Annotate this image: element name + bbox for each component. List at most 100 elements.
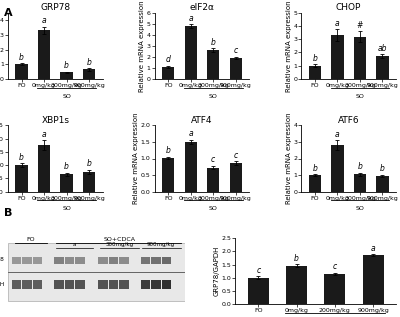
Bar xyxy=(64,257,74,263)
Bar xyxy=(98,280,108,289)
Y-axis label: Relative mRNA expression: Relative mRNA expression xyxy=(139,0,145,92)
Text: a: a xyxy=(335,130,340,139)
Text: b: b xyxy=(87,58,92,67)
Bar xyxy=(83,172,95,192)
Text: FO: FO xyxy=(27,237,35,242)
Y-axis label: Relative mRNA expression: Relative mRNA expression xyxy=(133,113,139,204)
Text: a: a xyxy=(188,14,193,23)
Bar xyxy=(376,176,389,192)
Bar xyxy=(162,67,174,79)
Bar xyxy=(54,257,64,263)
Bar xyxy=(331,35,344,79)
Bar xyxy=(98,257,108,263)
Bar xyxy=(140,257,150,263)
Text: SO+CDCA: SO+CDCA xyxy=(103,237,135,242)
Bar xyxy=(83,69,95,79)
Bar xyxy=(207,50,220,79)
Bar xyxy=(230,164,242,192)
Bar xyxy=(162,280,172,289)
Bar xyxy=(376,56,389,79)
Bar xyxy=(324,274,345,304)
Bar xyxy=(15,165,28,192)
Text: b: b xyxy=(211,38,216,47)
Text: c: c xyxy=(211,155,215,165)
Bar xyxy=(151,257,161,263)
Bar xyxy=(22,280,32,289)
Bar xyxy=(207,168,220,192)
Text: c: c xyxy=(333,262,337,271)
Title: CHOP: CHOP xyxy=(336,3,361,12)
Bar xyxy=(354,174,366,192)
Title: XBP1s: XBP1s xyxy=(41,116,69,125)
Text: A: A xyxy=(4,8,13,18)
Y-axis label: Relative mRNA expression: Relative mRNA expression xyxy=(286,113,292,204)
Bar xyxy=(109,257,118,263)
Y-axis label: Relative mRNA expression: Relative mRNA expression xyxy=(286,0,292,92)
Text: a: a xyxy=(335,19,340,28)
Y-axis label: GRP78/GAPDH: GRP78/GAPDH xyxy=(214,246,220,296)
Text: #: # xyxy=(357,21,363,29)
Bar xyxy=(33,257,42,263)
Title: eIF2α: eIF2α xyxy=(190,3,214,12)
Bar xyxy=(75,257,85,263)
Bar xyxy=(309,175,321,192)
Text: SO: SO xyxy=(356,206,364,211)
Title: ATF6: ATF6 xyxy=(338,116,360,125)
Bar xyxy=(38,30,50,79)
Bar xyxy=(230,58,242,79)
Text: SO: SO xyxy=(209,94,218,99)
Title: ATF4: ATF4 xyxy=(191,116,213,125)
Bar xyxy=(331,145,344,192)
Bar xyxy=(22,257,32,263)
Text: b: b xyxy=(166,146,171,155)
Text: b: b xyxy=(64,61,69,70)
Text: ab: ab xyxy=(378,44,387,53)
Text: b: b xyxy=(312,54,317,63)
Text: b: b xyxy=(380,164,385,173)
Bar xyxy=(162,158,174,192)
Text: 900mg/kg: 900mg/kg xyxy=(147,242,175,247)
Text: 300mg/kg: 300mg/kg xyxy=(105,242,134,247)
Text: c: c xyxy=(234,151,238,160)
Bar xyxy=(54,280,64,289)
Bar xyxy=(248,278,269,304)
Text: b: b xyxy=(19,152,24,162)
Bar xyxy=(60,174,73,192)
Text: d: d xyxy=(166,55,171,64)
Text: SO: SO xyxy=(356,94,364,99)
Text: b: b xyxy=(294,254,299,262)
Bar xyxy=(33,280,42,289)
Bar xyxy=(119,280,129,289)
Text: B: B xyxy=(4,208,12,218)
Bar xyxy=(8,243,185,301)
Bar xyxy=(162,257,172,263)
Bar xyxy=(151,280,161,289)
Text: GRP78: GRP78 xyxy=(0,257,4,262)
Text: a: a xyxy=(72,242,76,247)
Title: GRP78: GRP78 xyxy=(40,3,70,12)
Bar xyxy=(362,255,384,304)
Text: b: b xyxy=(64,162,69,171)
Bar xyxy=(75,280,85,289)
Bar xyxy=(64,280,74,289)
Bar xyxy=(12,280,21,289)
Bar xyxy=(12,257,21,263)
Bar xyxy=(119,257,129,263)
Bar xyxy=(38,145,50,192)
Bar xyxy=(286,266,307,304)
Bar xyxy=(184,142,197,192)
Text: c: c xyxy=(234,46,238,55)
Text: a: a xyxy=(42,16,46,25)
Text: SO: SO xyxy=(62,206,71,211)
Bar xyxy=(140,280,150,289)
Bar xyxy=(184,26,197,79)
Text: b: b xyxy=(358,162,362,171)
Bar xyxy=(309,66,321,79)
Text: b: b xyxy=(87,159,92,168)
Text: SO: SO xyxy=(209,206,218,211)
Bar xyxy=(109,280,118,289)
Text: b: b xyxy=(19,53,24,61)
Text: GAPDH: GAPDH xyxy=(0,282,4,287)
Bar xyxy=(15,64,28,79)
Text: SO: SO xyxy=(62,94,71,99)
